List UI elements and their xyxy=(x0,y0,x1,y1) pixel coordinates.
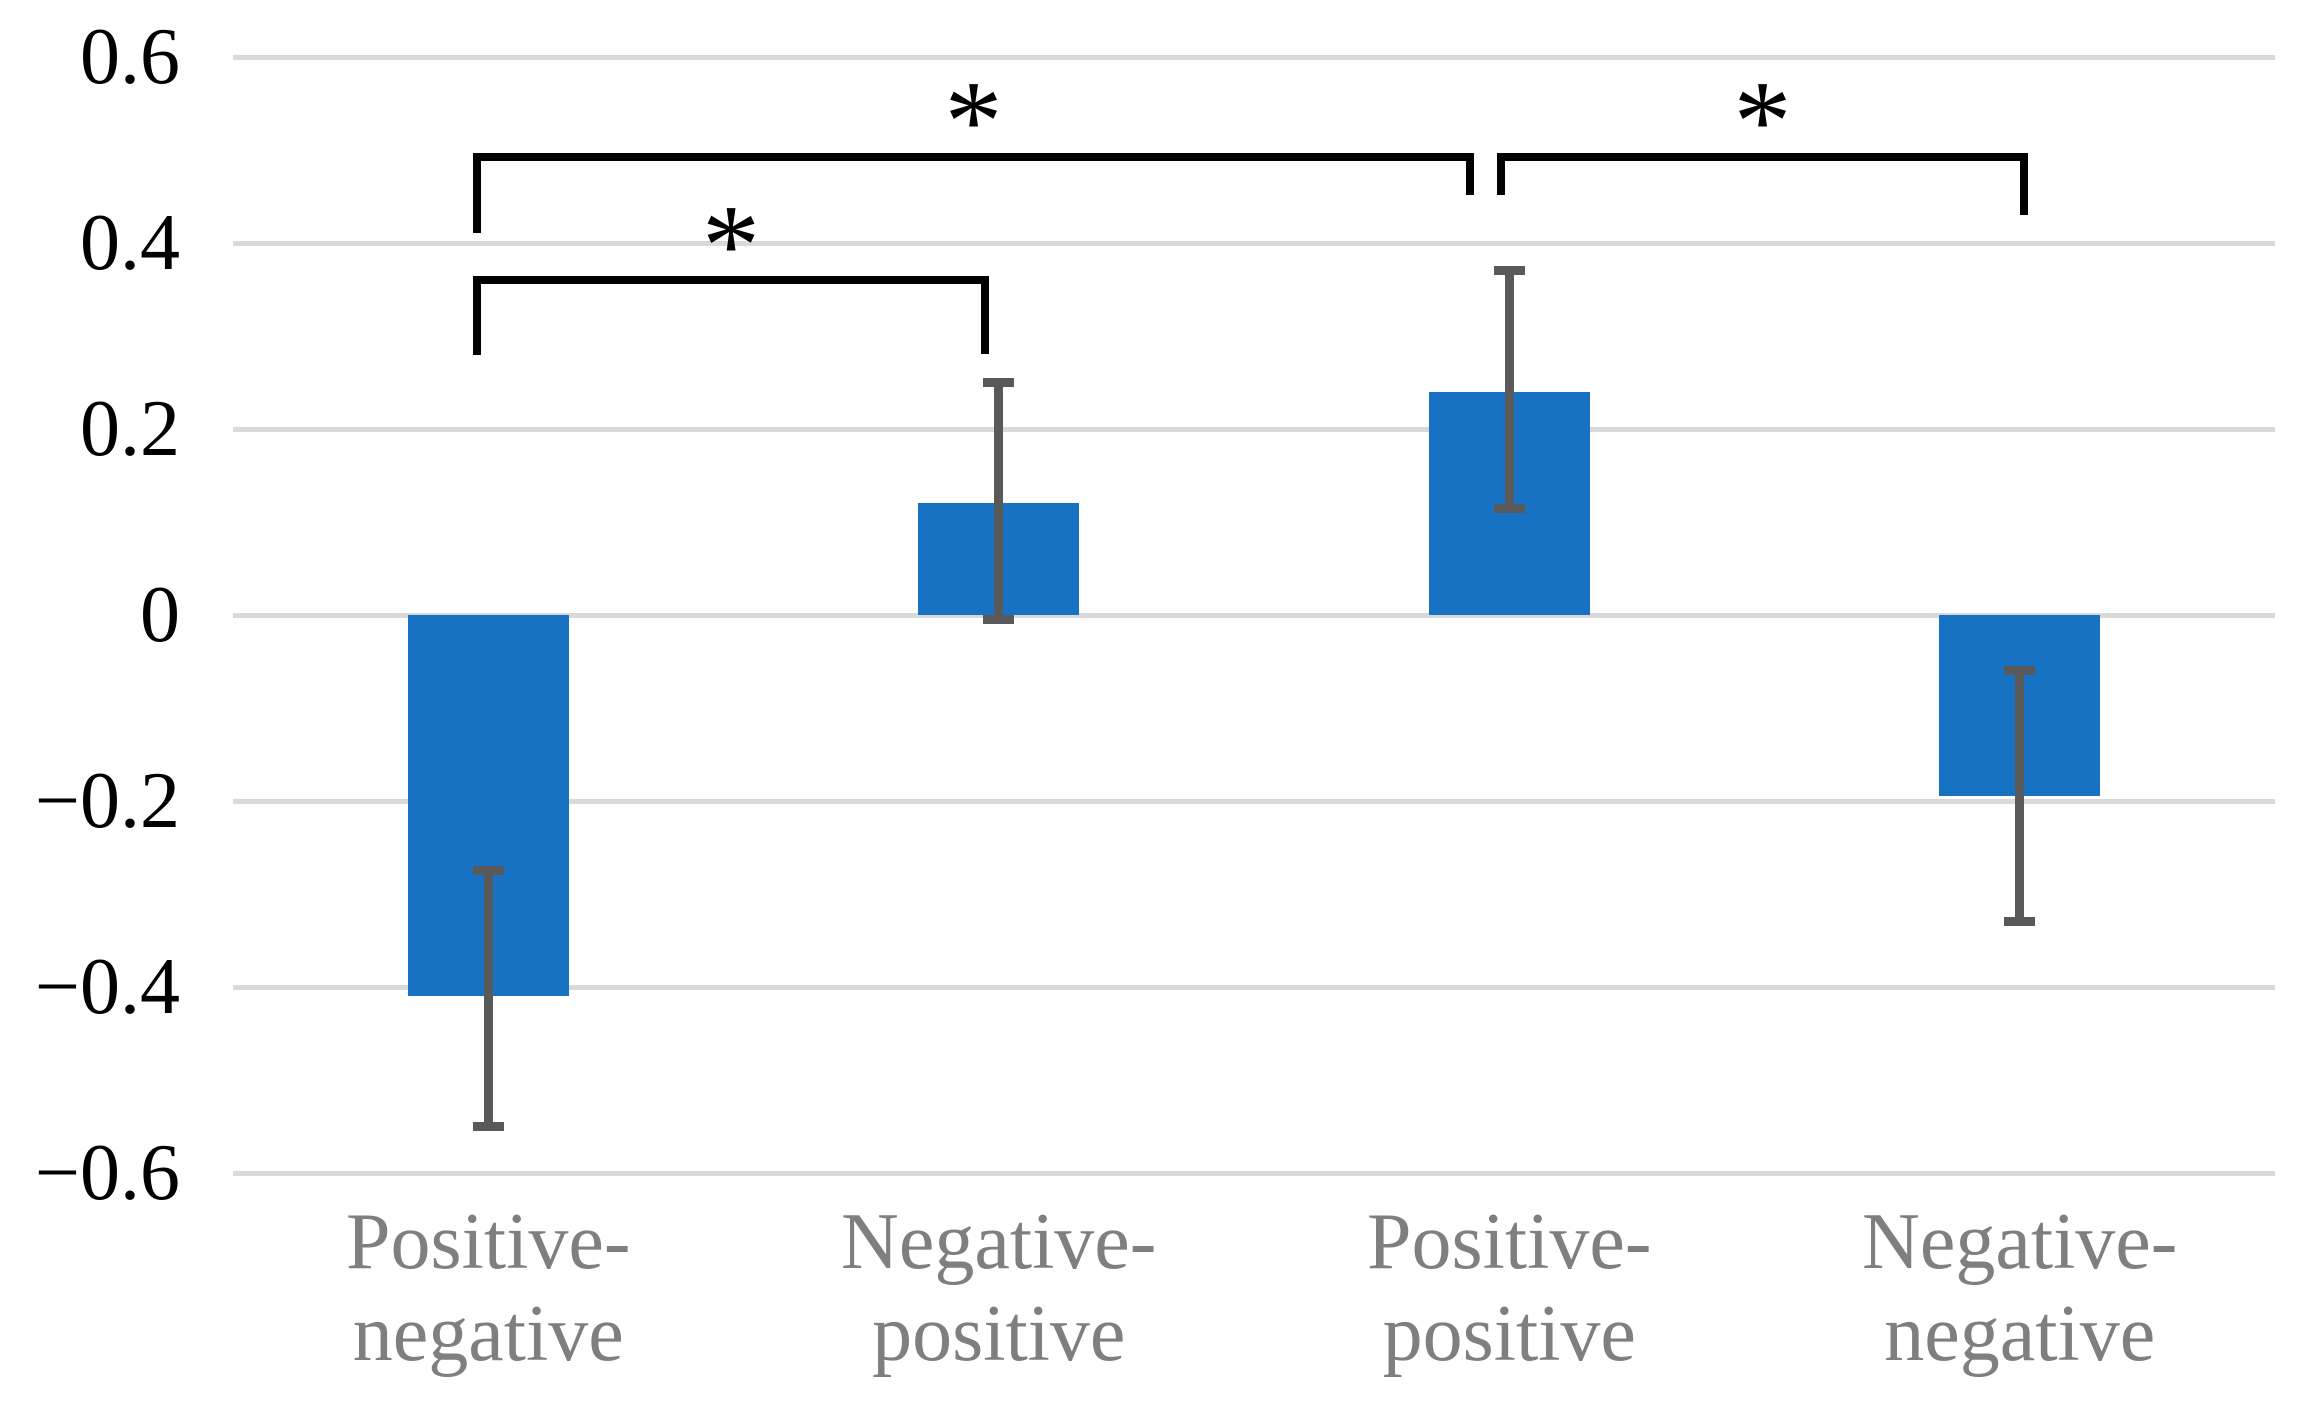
significance-bracket-leg xyxy=(2020,153,2028,215)
error-bar-stem xyxy=(994,382,1004,620)
y-tick-label: −0.2 xyxy=(34,757,180,845)
gridline xyxy=(233,1170,2275,1176)
category-label: Positive-positive xyxy=(1249,1196,1769,1380)
category-label-line: Positive- xyxy=(346,1198,631,1286)
y-tick-label: −0.4 xyxy=(34,943,180,1031)
gridline xyxy=(233,798,2275,804)
significance-bracket-leg xyxy=(1466,153,1474,195)
y-tick-label: 0.4 xyxy=(80,199,180,287)
y-tick-label: −0.6 xyxy=(34,1129,180,1217)
category-label-line: positive xyxy=(1382,1290,1636,1378)
significance-bracket-leg xyxy=(473,153,481,233)
error-bar-cap-bottom xyxy=(1493,503,1525,513)
significance-bracket-leg xyxy=(473,276,481,355)
significance-bracket-leg xyxy=(981,276,989,354)
significance-star: * xyxy=(702,182,760,311)
y-tick-label: 0.2 xyxy=(80,385,180,473)
error-bar-cap-bottom xyxy=(472,1122,504,1131)
category-label-line: negative xyxy=(352,1290,624,1378)
significance-bracket-line xyxy=(473,276,989,284)
category-label-line: Negative- xyxy=(841,1198,1157,1286)
error-bar-stem xyxy=(483,870,493,1127)
category-label: Positive-negative xyxy=(228,1196,748,1380)
error-bar-cap-bottom xyxy=(983,615,1015,625)
category-label-line: negative xyxy=(1884,1290,2156,1378)
category-label-line: Positive- xyxy=(1367,1198,1652,1286)
y-tick-label: 0 xyxy=(140,571,180,659)
error-bar-cap-top xyxy=(2004,666,2036,676)
gridline xyxy=(233,426,2275,432)
gridline xyxy=(233,240,2275,246)
significance-bracket-line xyxy=(1497,153,2028,161)
error-bar-stem xyxy=(1504,270,1514,509)
category-label: Negative-positive xyxy=(739,1196,1259,1380)
category-label-line: Negative- xyxy=(1862,1198,2178,1286)
category-label: Negative-negative xyxy=(1760,1196,2280,1380)
error-bar-stem xyxy=(2015,670,2025,922)
significance-bracket-line xyxy=(473,153,1474,161)
significance-bracket-leg xyxy=(1497,153,1505,195)
category-label-line: positive xyxy=(872,1290,1126,1378)
gridline xyxy=(233,984,2275,990)
error-bar-cap-top xyxy=(983,378,1015,387)
error-bar-cap-top xyxy=(1493,266,1525,276)
gridline xyxy=(233,612,2275,618)
error-bar-cap-bottom xyxy=(2004,917,2036,927)
error-bar-cap-top xyxy=(472,866,504,876)
gridline xyxy=(233,54,2275,60)
y-tick-label: 0.6 xyxy=(80,13,180,101)
significance-star: * xyxy=(944,58,1003,187)
significance-star: * xyxy=(1733,58,1792,187)
